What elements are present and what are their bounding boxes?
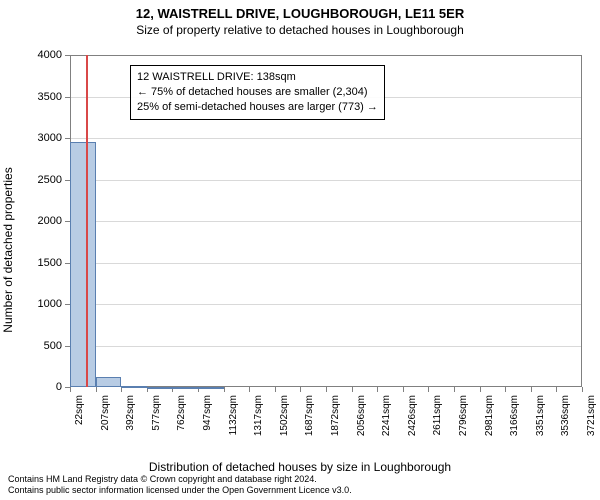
y-tick-label: 1500 xyxy=(0,257,62,269)
x-tick-label: 207sqm xyxy=(100,395,111,431)
x-tick xyxy=(480,387,481,392)
x-tick xyxy=(70,387,71,392)
y-tick-label: 2000 xyxy=(0,215,62,227)
x-tick xyxy=(121,387,122,392)
x-tick xyxy=(300,387,301,392)
property-callout: 12 WAISTRELL DRIVE: 138sqm← 75% of detac… xyxy=(130,65,385,120)
x-tick xyxy=(96,387,97,392)
x-tick-label: 3351sqm xyxy=(535,395,546,436)
x-tick-label: 3166sqm xyxy=(509,395,520,436)
y-tick xyxy=(65,55,70,56)
y-gridline xyxy=(70,180,582,181)
y-tick-label: 4000 xyxy=(0,49,62,61)
x-tick-label: 3721sqm xyxy=(586,395,597,436)
x-tick-label: 2241sqm xyxy=(381,395,392,436)
attribution-line-2: Contains public sector information licen… xyxy=(8,485,592,497)
y-gridline xyxy=(70,221,582,222)
x-tick xyxy=(249,387,250,392)
chart-subtitle: Size of property relative to detached ho… xyxy=(0,21,600,37)
x-tick-label: 392sqm xyxy=(125,395,136,431)
y-tick-label: 3500 xyxy=(0,91,62,103)
x-tick xyxy=(428,387,429,392)
x-tick xyxy=(352,387,353,392)
x-tick-label: 2981sqm xyxy=(484,395,495,436)
x-tick xyxy=(224,387,225,392)
histogram-bar xyxy=(147,387,173,389)
x-tick-label: 2426sqm xyxy=(407,395,418,436)
x-tick xyxy=(377,387,378,392)
histogram-bar xyxy=(70,142,96,387)
histogram-bar xyxy=(96,377,122,387)
chart-title: 12, WAISTRELL DRIVE, LOUGHBOROUGH, LE11 … xyxy=(0,0,600,21)
x-tick-label: 2056sqm xyxy=(356,395,367,436)
callout-line: ← 75% of detached houses are smaller (2,… xyxy=(137,85,378,100)
y-tick xyxy=(65,97,70,98)
x-tick-label: 1317sqm xyxy=(253,395,264,436)
x-tick-label: 577sqm xyxy=(151,395,162,431)
x-tick xyxy=(403,387,404,392)
callout-line: 25% of semi-detached houses are larger (… xyxy=(137,100,378,115)
histogram-bar xyxy=(198,387,224,389)
x-tick-label: 2796sqm xyxy=(458,395,469,436)
y-tick-label: 3000 xyxy=(0,132,62,144)
x-tick-label: 1502sqm xyxy=(279,395,290,436)
x-tick-label: 1132sqm xyxy=(228,395,239,435)
attribution: Contains HM Land Registry data © Crown c… xyxy=(0,471,600,500)
x-tick xyxy=(556,387,557,392)
y-tick xyxy=(65,138,70,139)
x-tick-label: 1872sqm xyxy=(330,395,341,436)
x-tick xyxy=(326,387,327,392)
y-gridline xyxy=(70,304,582,305)
x-tick-label: 947sqm xyxy=(202,395,213,431)
y-gridline xyxy=(70,138,582,139)
x-tick xyxy=(275,387,276,392)
x-tick xyxy=(454,387,455,392)
x-tick xyxy=(531,387,532,392)
x-tick-label: 22sqm xyxy=(74,395,85,425)
x-tick-label: 3536sqm xyxy=(560,395,571,436)
x-tick-label: 762sqm xyxy=(176,395,187,431)
histogram-bar xyxy=(172,387,198,389)
x-tick xyxy=(582,387,583,392)
histogram-bar xyxy=(121,386,147,388)
attribution-line-1: Contains HM Land Registry data © Crown c… xyxy=(8,474,592,486)
x-tick-label: 1687sqm xyxy=(304,395,315,436)
y-tick-label: 2500 xyxy=(0,174,62,186)
y-tick-label: 1000 xyxy=(0,298,62,310)
y-tick-label: 500 xyxy=(0,340,62,352)
chart-container: 12, WAISTRELL DRIVE, LOUGHBOROUGH, LE11 … xyxy=(0,0,600,500)
y-gridline xyxy=(70,346,582,347)
x-tick-label: 2611sqm xyxy=(432,395,443,435)
y-gridline xyxy=(70,263,582,264)
x-tick xyxy=(505,387,506,392)
callout-line: 12 WAISTRELL DRIVE: 138sqm xyxy=(137,70,378,85)
property-marker-line xyxy=(86,55,88,387)
y-tick-label: 0 xyxy=(0,381,62,393)
